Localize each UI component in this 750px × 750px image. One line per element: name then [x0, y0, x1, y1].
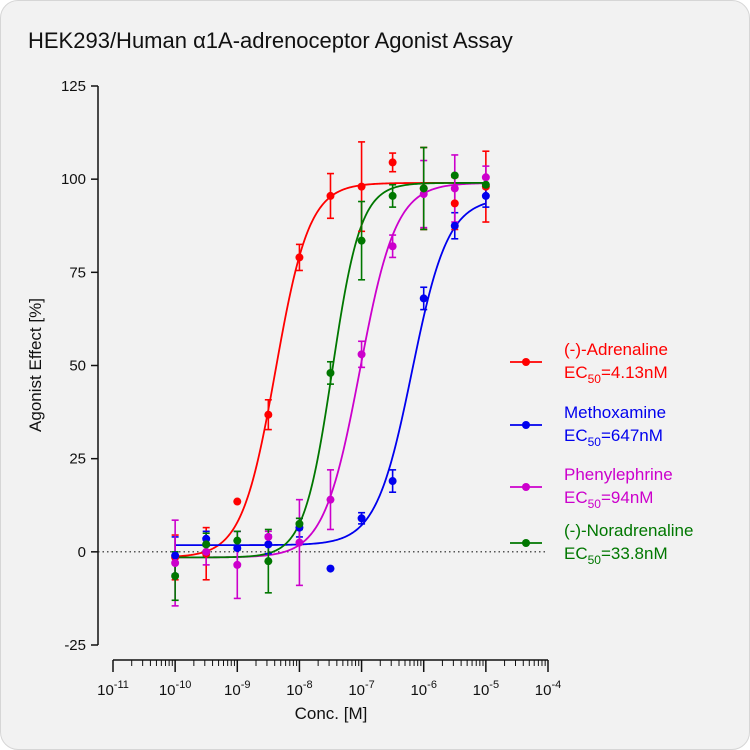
data-point	[171, 551, 180, 560]
y-tick-label: 0	[78, 544, 86, 561]
data-point	[450, 221, 459, 230]
data-point	[264, 540, 273, 549]
data-point	[326, 368, 335, 377]
data-point	[388, 191, 397, 200]
y-tick-label: 75	[69, 264, 86, 281]
data-point	[264, 532, 273, 541]
y-tick-label: 100	[61, 171, 86, 188]
y-axis-title: Agonist Effect [%]	[26, 298, 45, 432]
data-point	[419, 184, 428, 193]
legend-series-name: Phenylephrine	[564, 465, 673, 484]
data-point	[388, 477, 397, 486]
data-point	[450, 199, 459, 208]
data-point	[295, 253, 304, 262]
data-point	[419, 294, 428, 303]
x-tick-label: 10-8	[286, 679, 312, 699]
data-point	[233, 497, 242, 506]
x-tick-label: 10-10	[159, 679, 192, 699]
data-point	[388, 158, 397, 167]
legend-ec50: EC50=4.13nM	[564, 363, 668, 386]
data-point	[233, 560, 242, 569]
data-point	[264, 557, 273, 566]
axes: -25 0 25 50 75 100 125 10-11 10-10 10-9 10-8 10-7 10…	[61, 78, 561, 699]
data-point	[295, 519, 304, 528]
data-point	[357, 236, 366, 245]
data-point	[481, 191, 490, 200]
y-tick-label: 50	[69, 358, 86, 375]
chart-title: HEK293/Human α1A-adrenoceptor Agonist As…	[28, 28, 513, 53]
data-point	[233, 536, 242, 545]
data-point	[202, 540, 211, 549]
x-tick-label: 10-9	[224, 679, 250, 699]
data-point	[357, 350, 366, 359]
data-point	[202, 534, 211, 543]
data-point	[388, 242, 397, 251]
legend-ec50: EC50=33.8nM	[564, 544, 668, 567]
legend-marker	[522, 421, 530, 429]
data-point	[481, 180, 490, 189]
x-axis-title: Conc. [M]	[295, 704, 368, 723]
data-point	[171, 559, 180, 568]
data-point	[450, 184, 459, 193]
data-point	[357, 182, 366, 191]
data-point	[481, 173, 490, 182]
x-tick-label: 10-5	[473, 679, 499, 699]
data-point	[202, 547, 211, 556]
legend: (-)-Adrenaline EC50=4.13nM Methoxamine EC50…	[510, 340, 693, 567]
data-point	[326, 564, 335, 573]
data-point	[171, 572, 180, 581]
data-point	[264, 410, 273, 419]
legend-ec50: EC50=94nM	[564, 488, 653, 511]
data-points	[171, 158, 490, 581]
data-point	[295, 538, 304, 547]
y-tick-label: -25	[64, 637, 86, 654]
data-point	[357, 514, 366, 523]
data-point	[233, 544, 242, 553]
fit-curve	[175, 202, 487, 547]
legend-series-name: Methoxamine	[564, 403, 666, 422]
legend-series-name: (-)-Noradrenaline	[564, 521, 693, 540]
y-tick-label: 125	[61, 78, 86, 95]
x-tick-label: 10-4	[535, 679, 561, 699]
y-tick-label: 25	[69, 451, 86, 468]
x-tick-label: 10-7	[348, 679, 374, 699]
data-point	[450, 171, 459, 180]
x-tick-label: 10-11	[97, 679, 129, 699]
data-point	[326, 191, 335, 200]
legend-series-name: (-)-Adrenaline	[564, 340, 668, 359]
legend-marker	[522, 483, 530, 491]
legend-marker	[522, 539, 530, 547]
x-tick-label: 10-6	[410, 679, 436, 699]
data-point	[419, 190, 428, 199]
data-point	[326, 495, 335, 504]
legend-marker	[522, 358, 530, 366]
legend-ec50: EC50=647nM	[564, 426, 663, 449]
